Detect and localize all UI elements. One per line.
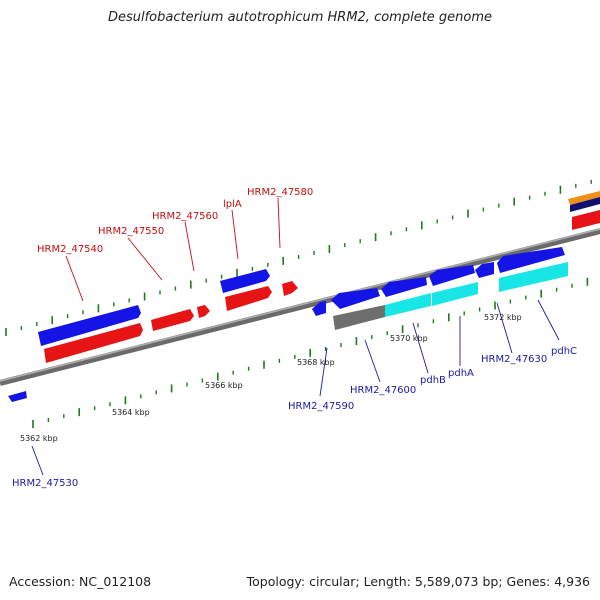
gene-pdhA-cyan[interactable]	[432, 282, 478, 306]
lower-label-group: HRM2_47530 HRM2_47590 HRM2_47600 pdhB pd…	[12, 346, 577, 489]
leader-HRM2_47540	[65, 255, 84, 302]
leader-pdhB	[412, 322, 429, 374]
label-HRM2_47630: HRM2_47630	[481, 354, 547, 365]
label-pdhA: pdhA	[448, 368, 474, 379]
leader-lplA	[231, 209, 239, 260]
axis-label-5368: 5368 kbp	[297, 358, 335, 367]
leader-HRM2_47550	[127, 237, 163, 281]
upper-leaders	[65, 197, 281, 302]
label-HRM2_47580: HRM2_47580	[247, 187, 313, 198]
gene-HRM2_47540-minus[interactable]	[44, 323, 143, 363]
label-HRM2_47600: HRM2_47600	[350, 385, 416, 396]
label-HRM2_47590: HRM2_47590	[288, 401, 354, 412]
label-HRM2_47530: HRM2_47530	[12, 478, 78, 489]
red-feature-top-right	[572, 210, 600, 230]
map-title: Desulfobacterium autotrophicum HRM2, com…	[107, 10, 493, 25]
gene-HRM2_47530[interactable]	[8, 391, 27, 402]
leader-HRM2_47580	[277, 197, 281, 249]
gene-pdhC-cyan[interactable]	[499, 262, 568, 292]
genome-summary-text: Topology: circular; Length: 5,589,073 bp…	[246, 574, 590, 589]
label-HRM2_47550: HRM2_47550	[98, 226, 164, 237]
axis-label-5372: 5372 kbp	[484, 313, 522, 322]
genome-backbone	[0, 228, 600, 386]
label-pdhB: pdhB	[420, 375, 446, 386]
gene-HRM2_47600[interactable]	[331, 288, 380, 309]
axis-label-5362: 5362 kbp	[20, 434, 58, 443]
label-HRM2_47540: HRM2_47540	[37, 244, 103, 255]
leader-HRM2_47560	[184, 221, 195, 272]
gene-HRM2_47540-plus[interactable]	[38, 305, 141, 346]
upper-tick-row	[5, 179, 592, 336]
gene-lplA-minus[interactable]	[225, 286, 272, 311]
gene-HRM2_47560[interactable]	[197, 305, 210, 318]
leader-HRM2_47530	[31, 445, 44, 476]
axis-label-group: 5362 kbp 5364 kbp 5366 kbp 5368 kbp 5370…	[20, 313, 522, 443]
label-lplA: lplA	[223, 199, 242, 210]
label-HRM2_47560: HRM2_47560	[152, 211, 218, 222]
gene-pdhB-cyan[interactable]	[385, 293, 431, 317]
gene-HRM2_47580[interactable]	[282, 281, 298, 296]
leader-pdhC	[537, 299, 560, 341]
lower-leaders	[31, 299, 560, 476]
leader-HRM2_47590	[319, 347, 328, 397]
gene-lplA-plus[interactable]	[220, 269, 270, 293]
label-pdhC: pdhC	[551, 346, 577, 357]
upper-label-group: HRM2_47540 HRM2_47550 HRM2_47560 lplA HR…	[37, 187, 313, 255]
gene-pdhB[interactable]	[381, 277, 427, 297]
navy-feature-top-right	[570, 197, 600, 212]
gene-HRM2_47590[interactable]	[312, 301, 326, 316]
leader-HRM2_47630	[496, 302, 513, 354]
gene-HRM2_47630[interactable]	[475, 262, 494, 278]
accession-text: Accession: NC_012108	[9, 574, 152, 589]
genome-backbone-highlight	[0, 228, 600, 382]
axis-label-5364: 5364 kbp	[112, 408, 150, 417]
axis-label-5370: 5370 kbp	[390, 334, 428, 343]
gene-pdhA[interactable]	[429, 265, 475, 286]
gene-HRM2_47550[interactable]	[151, 309, 194, 331]
gene-pdhC[interactable]	[497, 247, 565, 273]
gene-HRM2_47600-grey[interactable]	[333, 305, 385, 330]
leader-HRM2_47600	[364, 339, 381, 383]
lower-tick-row	[32, 277, 589, 428]
orange-feature-top-right	[568, 191, 600, 205]
axis-label-5366: 5366 kbp	[205, 381, 243, 390]
